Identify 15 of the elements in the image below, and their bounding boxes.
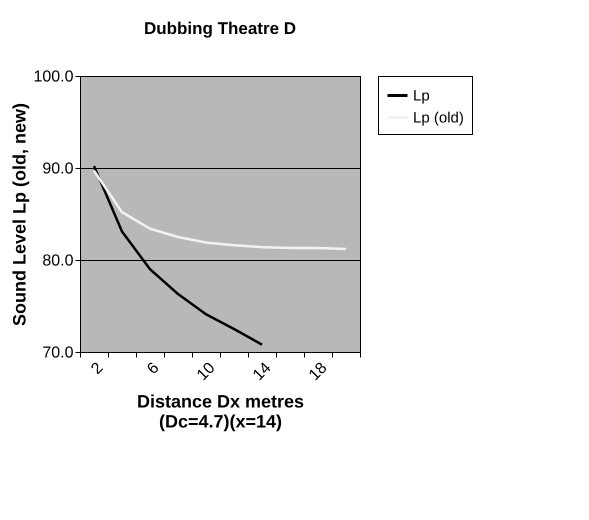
y-tick-label: 90.0 [42,160,74,178]
legend-label: Lp (old) [413,110,464,126]
x-axis-title: Distance Dx metres (Dc=4.7)(x=14) [136,391,304,432]
x-tick-label: 14 [250,359,275,384]
legend-label: Lp [413,88,430,104]
y-tick-label: 80.0 [42,252,74,270]
x-tick-label: 18 [306,359,331,384]
x-tick-label: 6 [144,359,163,378]
chart-title: Dubbing Theatre D [144,19,296,38]
y-tick-label: 100.0 [33,68,74,86]
y-axis-title: Sound Level Lp (old, new) [9,103,30,326]
x-tick-label: 2 [88,359,107,378]
y-tick-label: 70.0 [42,344,74,362]
line-series [92,170,348,250]
x-tick-label: 10 [194,359,219,384]
